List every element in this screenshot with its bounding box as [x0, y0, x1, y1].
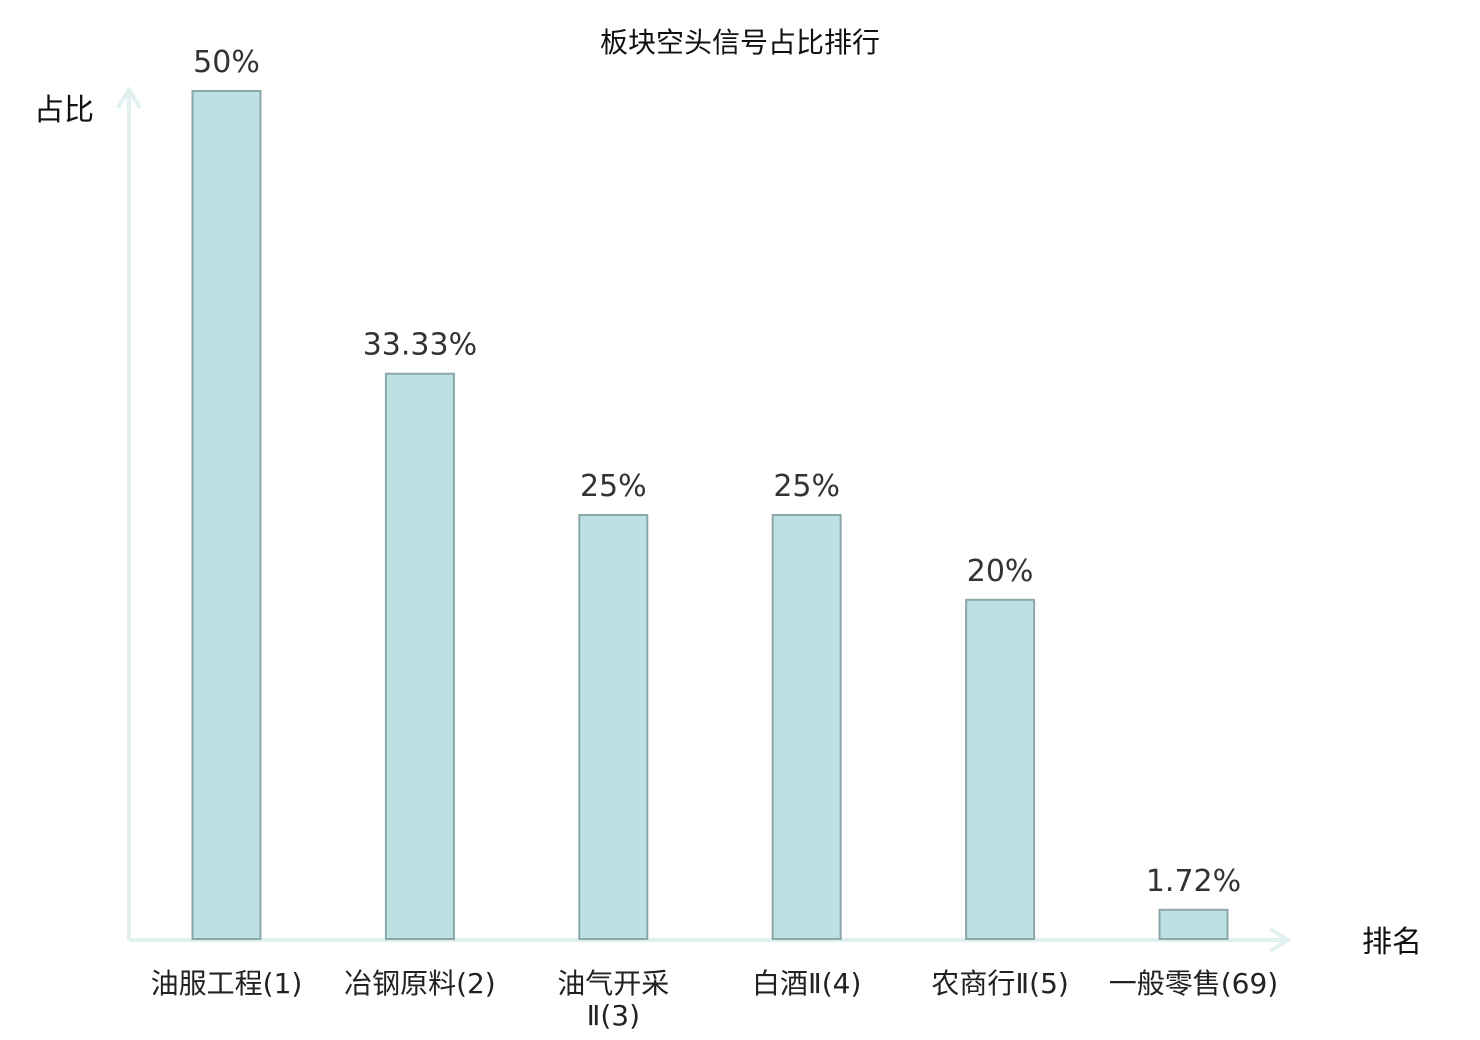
value-label-4: 20%: [967, 554, 1034, 589]
category-label-2-line-1: Ⅱ(3): [587, 999, 640, 1032]
category-label-0: 油服工程(1): [151, 967, 303, 1000]
value-label-1: 33.33%: [363, 328, 477, 363]
bar-3: [771, 514, 842, 940]
value-labels-group: 50% 33.33% 25% 25% 20% 1.72%: [193, 45, 1241, 899]
bar-0: [191, 90, 262, 940]
x-axis-label: 排名: [1362, 925, 1422, 960]
axes: [116, 86, 1292, 953]
x-axis-arrow: [1268, 927, 1292, 953]
bar-4: [965, 598, 1036, 940]
chart-title: 板块空头信号占比排行: [600, 26, 880, 59]
bar-2: [578, 514, 649, 940]
value-label-5: 1.72%: [1146, 864, 1241, 899]
category-label-2-line-0: 油气开采: [557, 967, 669, 1000]
category-label-3: 白酒Ⅱ(4): [752, 967, 861, 1000]
category-label-4: 农商行Ⅱ(5): [931, 967, 1068, 1000]
y-axis-arrow: [116, 86, 142, 110]
category-label-5: 一般零售(69): [1109, 967, 1278, 1000]
bar-1: [384, 372, 455, 940]
category-label-1: 冶钢原料(2): [344, 967, 496, 1000]
y-axis-label: 占比: [34, 93, 94, 128]
value-label-3: 25%: [773, 469, 840, 504]
bars-group: [191, 90, 1229, 940]
value-label-2: 25%: [580, 469, 647, 504]
bar-5: [1158, 908, 1229, 940]
value-label-0: 50%: [193, 45, 260, 80]
